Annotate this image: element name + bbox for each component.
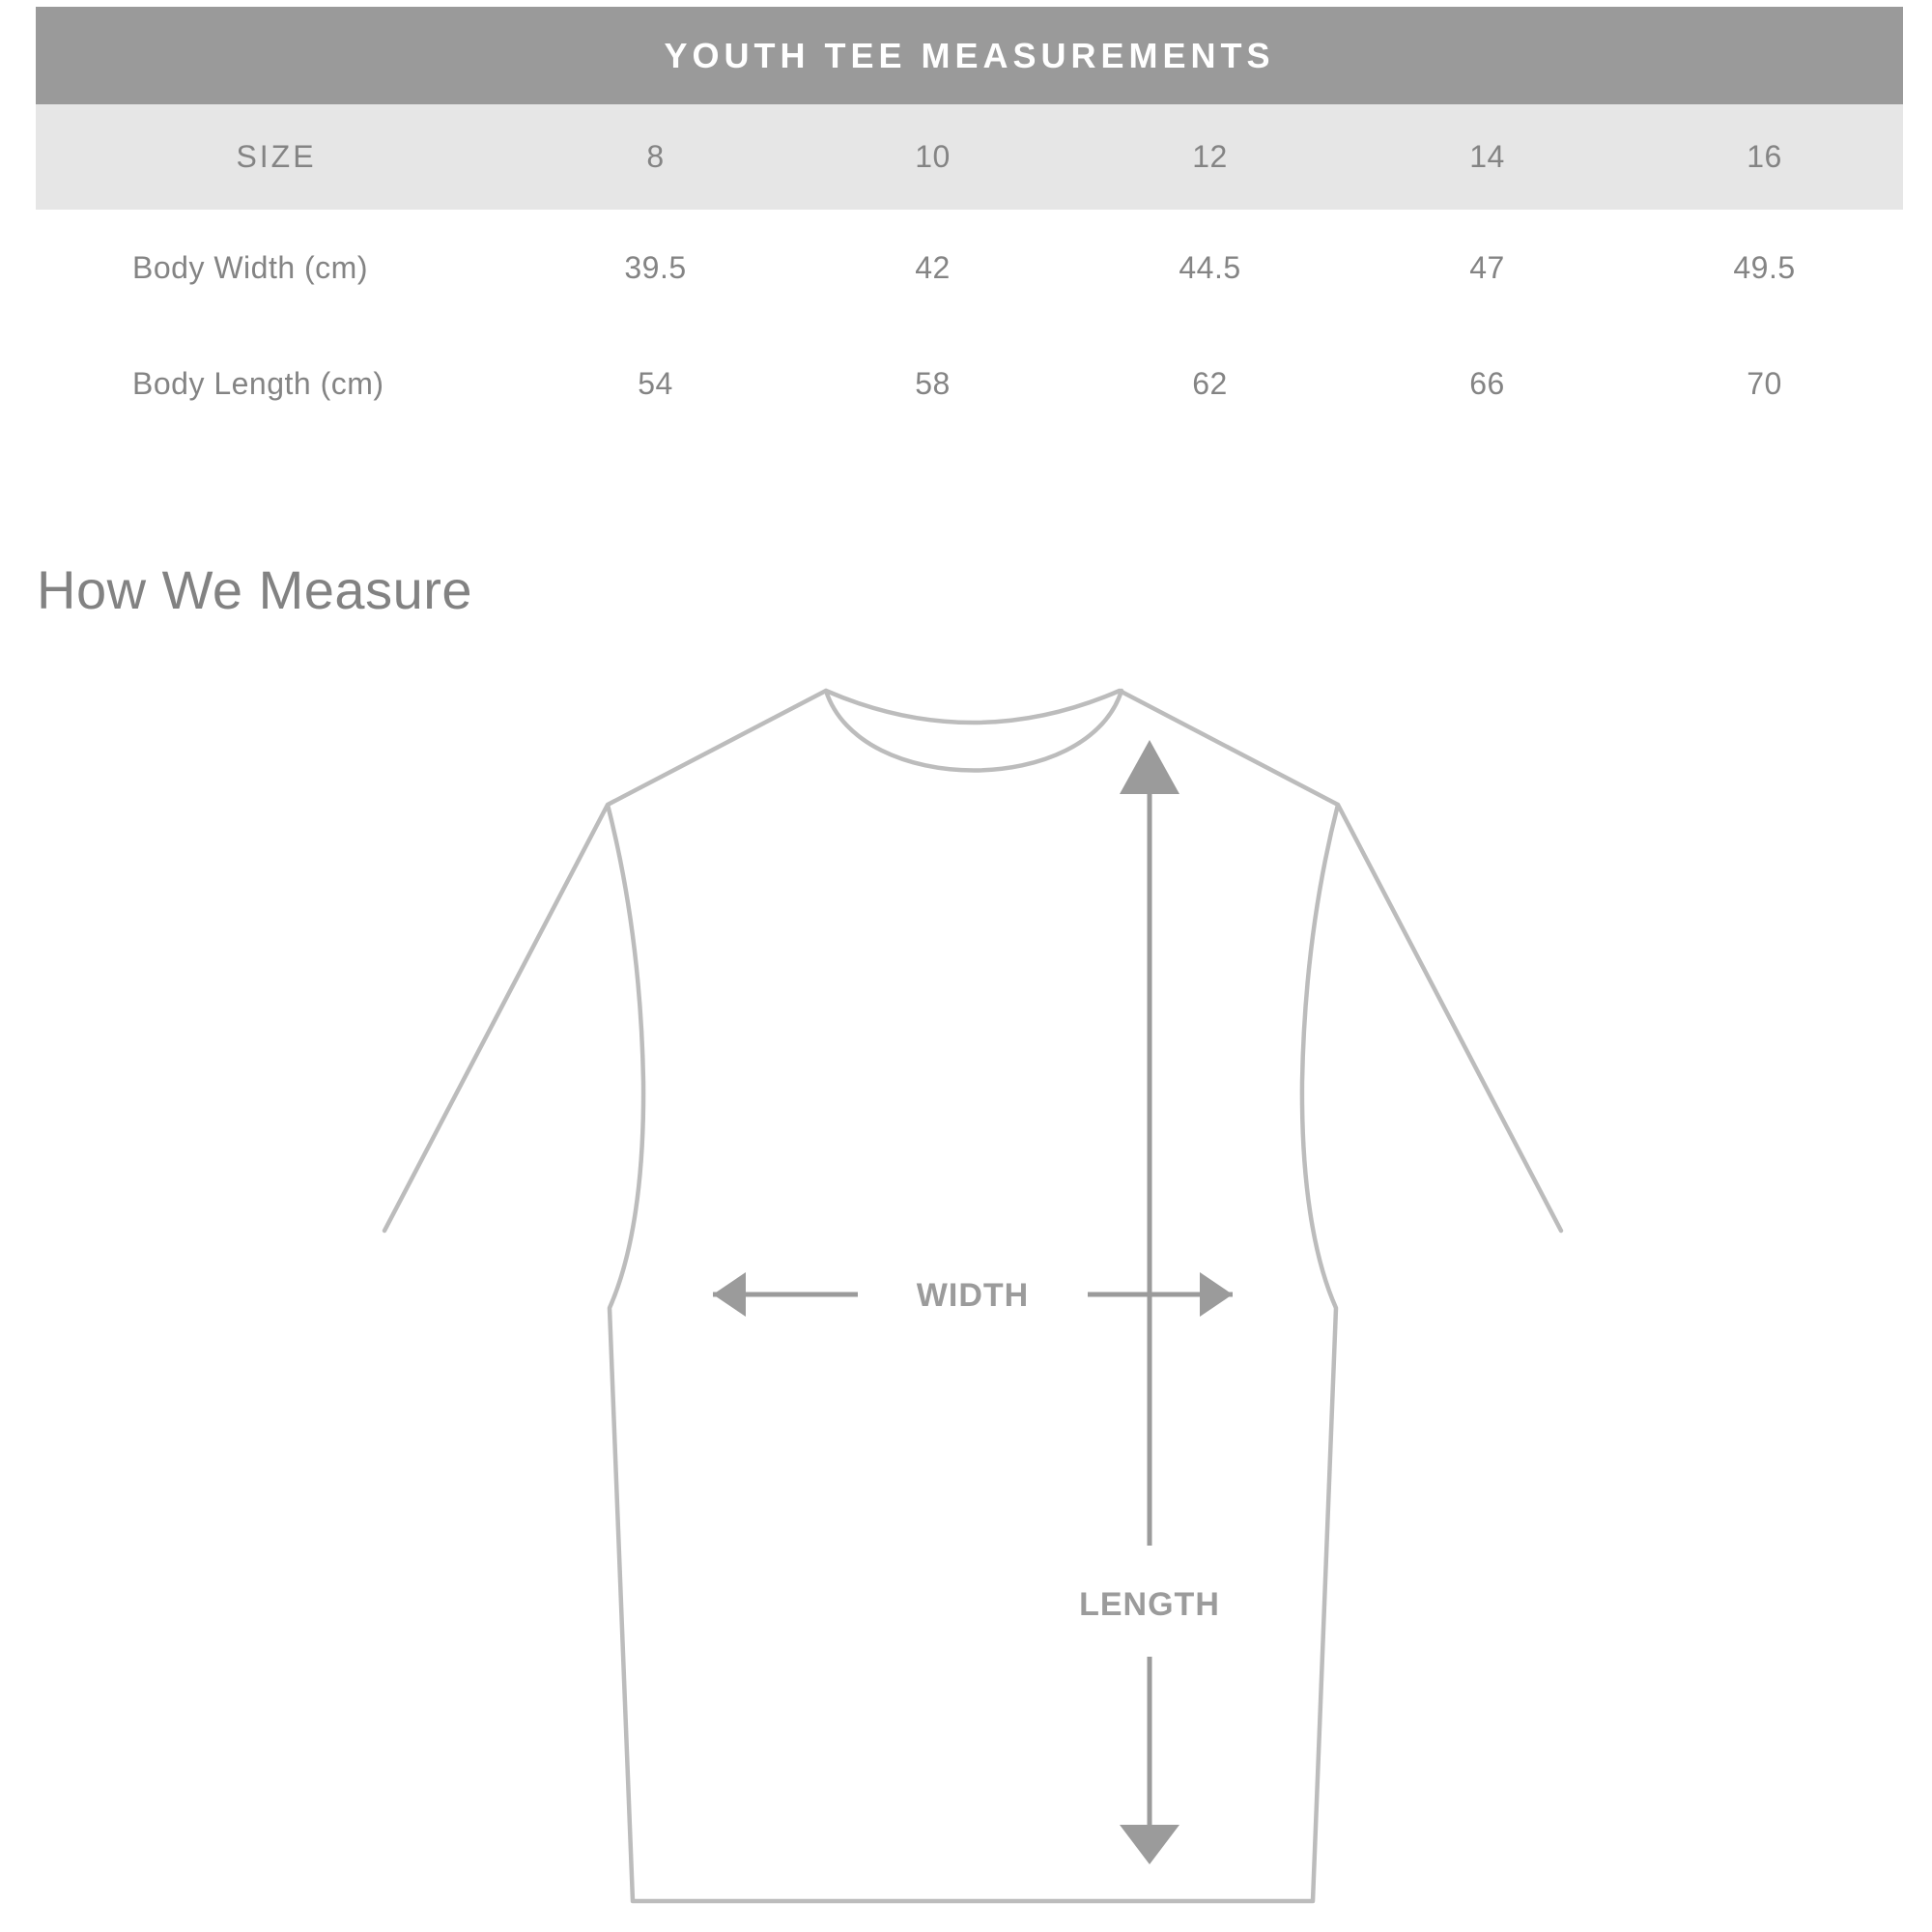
svg-text:WIDTH: WIDTH — [917, 1277, 1029, 1314]
svg-text:LENGTH: LENGTH — [1079, 1586, 1220, 1623]
